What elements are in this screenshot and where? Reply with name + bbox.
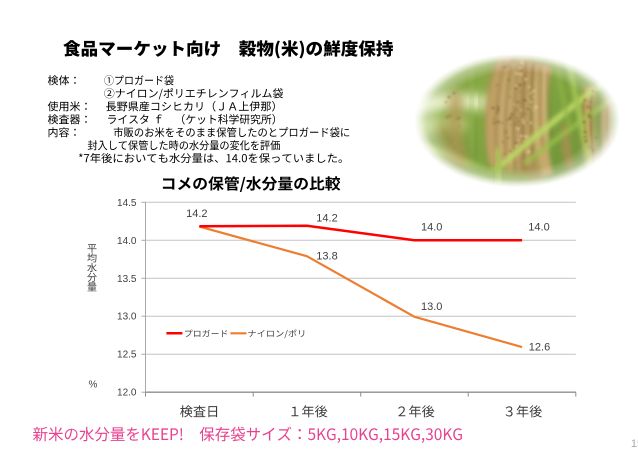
svg-text:13.5: 13.5 <box>117 274 137 285</box>
svg-text:%: % <box>89 380 98 391</box>
svg-text:14.0: 14.0 <box>528 222 549 234</box>
svg-text:14.5: 14.5 <box>117 198 137 209</box>
svg-text:12.0: 12.0 <box>117 388 137 399</box>
svg-text:13.0: 13.0 <box>421 301 442 313</box>
svg-text:14.2: 14.2 <box>186 208 207 220</box>
svg-text:15: 15 <box>631 438 638 450</box>
svg-text:14.0: 14.0 <box>421 222 442 234</box>
svg-text:14.0: 14.0 <box>117 236 137 247</box>
svg-text:13.0: 13.0 <box>117 312 137 323</box>
svg-text:12.6: 12.6 <box>529 342 550 354</box>
svg-text:12.5: 12.5 <box>117 350 137 361</box>
svg-text:13.8: 13.8 <box>316 251 337 263</box>
svg-text:14.2: 14.2 <box>316 212 337 224</box>
